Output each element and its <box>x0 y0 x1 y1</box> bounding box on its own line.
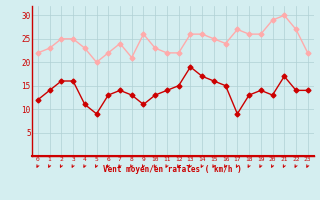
X-axis label: Vent moyen/en rafales ( km/h ): Vent moyen/en rafales ( km/h ) <box>103 165 242 174</box>
